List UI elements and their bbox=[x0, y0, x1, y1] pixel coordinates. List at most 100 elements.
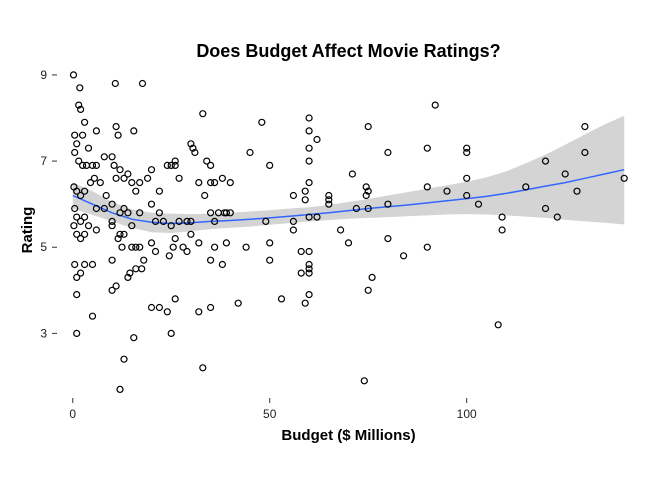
data-point bbox=[620, 174, 628, 182]
data-point bbox=[325, 200, 333, 208]
data-point bbox=[120, 230, 128, 238]
data-point bbox=[80, 118, 89, 126]
data-point bbox=[189, 144, 197, 152]
confidence-band bbox=[72, 115, 625, 233]
data-point bbox=[138, 79, 147, 88]
data-point bbox=[226, 179, 234, 187]
data-point bbox=[86, 179, 95, 187]
data-point bbox=[305, 144, 313, 152]
data-point bbox=[297, 247, 305, 256]
data-point bbox=[195, 239, 203, 247]
data-point bbox=[118, 243, 126, 251]
data-point bbox=[136, 243, 144, 251]
data-point bbox=[191, 148, 199, 157]
data-point bbox=[175, 217, 183, 225]
data-point bbox=[498, 226, 506, 234]
data-point bbox=[364, 122, 372, 131]
data-point bbox=[183, 217, 191, 225]
data-point bbox=[73, 329, 81, 337]
data-point bbox=[120, 204, 128, 213]
data-point bbox=[163, 308, 171, 316]
data-point bbox=[266, 161, 274, 169]
x-tick-label: 50 bbox=[263, 407, 277, 421]
data-point bbox=[116, 209, 124, 217]
data-point bbox=[211, 217, 219, 225]
data-point bbox=[553, 213, 561, 221]
data-point bbox=[581, 122, 589, 131]
data-point bbox=[258, 118, 266, 126]
data-point bbox=[92, 204, 101, 213]
data-point bbox=[140, 256, 148, 264]
data-point bbox=[108, 217, 116, 225]
data-point bbox=[136, 209, 144, 217]
data-point bbox=[561, 170, 569, 178]
data-point bbox=[88, 260, 97, 269]
data-point bbox=[132, 265, 140, 273]
data-point bbox=[360, 377, 368, 385]
data-point bbox=[187, 217, 195, 225]
data-point bbox=[124, 273, 132, 281]
data-point bbox=[262, 217, 270, 225]
data-point bbox=[364, 286, 372, 294]
data-point bbox=[207, 179, 215, 187]
data-point bbox=[289, 226, 297, 234]
data-point bbox=[313, 135, 321, 144]
data-point bbox=[128, 179, 136, 187]
data-point bbox=[179, 243, 187, 251]
data-point bbox=[573, 187, 581, 195]
data-point bbox=[155, 187, 163, 195]
data-point bbox=[364, 204, 372, 213]
data-point bbox=[362, 183, 370, 191]
data-point bbox=[73, 140, 81, 148]
data-point bbox=[423, 243, 431, 251]
data-point bbox=[187, 140, 195, 148]
data-point bbox=[400, 252, 408, 260]
data-point bbox=[112, 122, 120, 131]
data-point bbox=[183, 247, 191, 256]
data-point bbox=[147, 166, 156, 174]
data-point bbox=[92, 127, 101, 135]
data-point bbox=[522, 183, 530, 191]
data-point bbox=[541, 204, 550, 213]
data-point bbox=[443, 187, 451, 195]
data-point bbox=[207, 256, 215, 264]
data-point bbox=[207, 161, 215, 169]
data-point bbox=[112, 282, 120, 290]
data-point bbox=[76, 84, 84, 92]
data-point bbox=[90, 174, 99, 182]
data-point bbox=[305, 269, 313, 277]
data-point bbox=[73, 230, 81, 238]
data-point bbox=[76, 269, 85, 277]
data-point bbox=[96, 179, 104, 187]
data-point bbox=[368, 273, 376, 281]
data-point bbox=[71, 148, 79, 157]
data-point bbox=[128, 222, 136, 230]
data-point bbox=[207, 209, 215, 217]
data-point bbox=[151, 247, 160, 256]
data-point bbox=[71, 260, 79, 269]
data-point bbox=[226, 209, 234, 217]
data-point bbox=[297, 269, 305, 277]
smooth-line-layer bbox=[72, 168, 625, 225]
data-point bbox=[73, 187, 81, 195]
data-point bbox=[167, 222, 175, 230]
data-point bbox=[108, 153, 116, 161]
data-point bbox=[147, 200, 156, 208]
data-point bbox=[344, 239, 353, 247]
data-point bbox=[80, 260, 89, 269]
data-point bbox=[494, 321, 502, 329]
data-point bbox=[352, 204, 360, 213]
data-point bbox=[423, 183, 431, 191]
data-point bbox=[120, 355, 128, 363]
data-point bbox=[132, 187, 140, 195]
data-point bbox=[155, 209, 163, 217]
data-point bbox=[211, 243, 219, 251]
data-point bbox=[187, 230, 195, 238]
data-point bbox=[114, 235, 122, 243]
data-point bbox=[100, 153, 108, 161]
data-point bbox=[144, 174, 152, 182]
data-point bbox=[112, 174, 120, 182]
data-point bbox=[138, 265, 146, 273]
data-point bbox=[218, 260, 226, 269]
